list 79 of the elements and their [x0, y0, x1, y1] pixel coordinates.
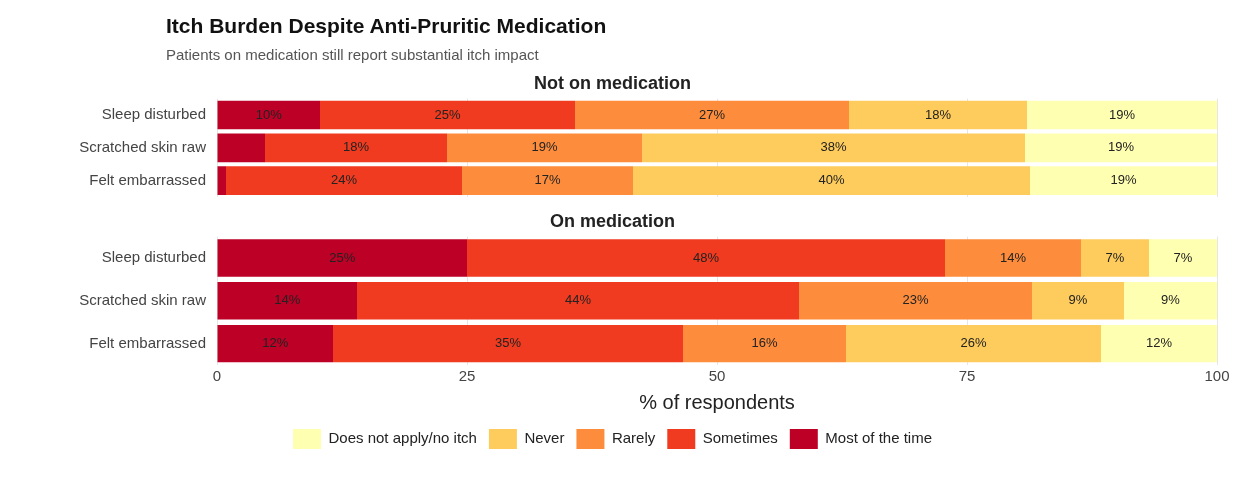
legend-label: Does not apply/no itch [328, 429, 477, 447]
data-label: 12% [262, 335, 289, 351]
legend-label: Most of the time [825, 429, 933, 447]
bar [467, 239, 945, 277]
legend-label: Sometimes [702, 429, 778, 447]
y-tick-label: Scratched skin raw [79, 290, 207, 308]
bar [642, 133, 1025, 163]
bar [217, 133, 265, 163]
bar [462, 166, 633, 195]
bar [683, 324, 846, 363]
y-tick-label: Felt embarrassed [89, 170, 206, 188]
x-tick-label: 75 [958, 367, 976, 385]
x-tick-label: 25 [458, 367, 476, 385]
data-label: 35% [494, 335, 522, 351]
data-label: 7% [1173, 249, 1193, 265]
data-label: 23% [902, 292, 929, 308]
data-label: 9% [1068, 292, 1088, 308]
bar [226, 166, 462, 195]
data-label: 25% [329, 249, 356, 265]
data-label: 48% [692, 249, 720, 265]
bar [1124, 282, 1217, 320]
chart-title: On medication [549, 210, 676, 231]
data-label: 10% [255, 106, 283, 122]
data-label: 14% [274, 292, 301, 308]
bar [217, 239, 467, 277]
data-label: 24% [330, 172, 358, 188]
data-label: 38% [820, 139, 847, 155]
bar [1030, 166, 1217, 195]
x-axis-title: % of respondents [639, 390, 795, 413]
bar [217, 166, 226, 195]
bar [265, 133, 447, 163]
data-label: 17% [534, 172, 561, 188]
x-tick-label: 50 [708, 367, 726, 385]
chart-title: Itch Burden Despite Anti-Pruritic Medication [166, 13, 608, 38]
bar [1032, 282, 1124, 320]
bar [799, 282, 1032, 320]
data-label: 18% [342, 139, 370, 155]
data-label: 18% [924, 106, 952, 122]
bar [1027, 100, 1217, 130]
legend-label: Rarely [611, 429, 656, 447]
bar [447, 133, 642, 163]
bar [320, 100, 575, 130]
bar [217, 100, 320, 130]
bar [333, 324, 683, 363]
bar [1149, 239, 1217, 277]
text: Not on medication [534, 72, 691, 93]
bar [217, 282, 357, 320]
data-label: 9% [1161, 292, 1181, 308]
data-label: 12% [1145, 335, 1173, 351]
data-label: 26% [960, 335, 987, 351]
data-label: 19% [1107, 139, 1135, 155]
data-label: 25% [434, 106, 461, 122]
bar [575, 100, 849, 130]
bar [1101, 324, 1217, 363]
y-tick-label: Sleep disturbed [101, 105, 206, 123]
bar [945, 239, 1081, 277]
legend-label: Never [524, 429, 565, 447]
data-label: 14% [999, 249, 1027, 265]
data-label: 7% [1105, 249, 1125, 265]
data-label: 16% [751, 335, 778, 351]
bar [849, 100, 1027, 130]
y-tick-label: Sleep disturbed [101, 248, 206, 266]
bar [633, 166, 1030, 195]
bar [217, 324, 333, 363]
data-label: 40% [818, 172, 845, 188]
bar [1081, 239, 1149, 277]
y-tick-label: Felt embarrassed [89, 333, 206, 351]
bar [1025, 133, 1217, 163]
data-label: 19% [1108, 106, 1136, 122]
chart-subtitle: Patients on medication still report substantial itch impact [166, 46, 540, 63]
y-tick-label: Scratched skin raw [79, 137, 207, 155]
bar [357, 282, 799, 320]
x-tick-label: 0 [212, 367, 222, 385]
x-tick-label: 100 [1204, 367, 1230, 385]
data-label: 19% [531, 139, 558, 155]
bar [846, 324, 1101, 363]
data-label: 19% [1110, 172, 1137, 188]
data-label: 44% [564, 292, 592, 308]
data-label: 27% [698, 106, 726, 122]
